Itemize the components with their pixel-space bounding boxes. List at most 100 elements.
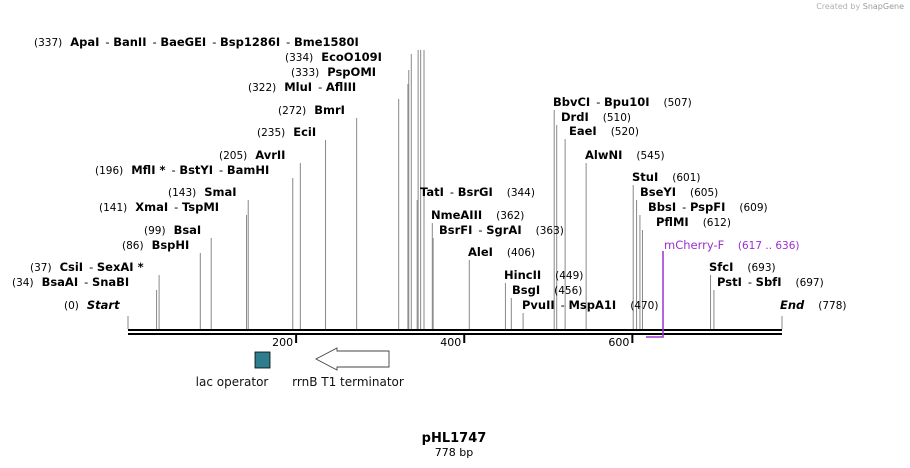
site-position: (601) <box>672 172 700 184</box>
feature-rrnb-terminator[interactable]: rrnB T1 terminator <box>292 347 404 389</box>
enzyme-site[interactable]: (322) MluI - AflIII <box>248 80 356 94</box>
svg-text:(99)BsaI: (99) BsaI <box>144 223 201 237</box>
enzyme-name: BaeGEI <box>160 35 206 49</box>
site-position: (609) <box>739 202 767 214</box>
site-position: (545) <box>636 150 664 162</box>
svg-text:(333)PspOMI: (333) PspOMI <box>291 65 376 79</box>
primer-arrow <box>646 251 664 338</box>
svg-text:(34)BsaAI- SnaBI: (34) BsaAI - SnaBI <box>12 275 129 289</box>
enzyme-name: Bpu10I <box>604 95 649 109</box>
enzyme-name: Bme1580I <box>294 35 359 49</box>
svg-text:BsrFI- SgrAI(363): BsrFI - SgrAI (363) <box>439 223 564 237</box>
enzyme-name: BsgI <box>512 283 540 297</box>
enzyme-name: End <box>780 298 805 312</box>
enzyme-name: AlwNI <box>585 148 622 162</box>
feature-lac-operator[interactable]: lac operator <box>196 351 271 389</box>
enzyme-site[interactable]: (272) BmrI <box>278 103 345 117</box>
enzyme-site[interactable]: NmeAIII (362) <box>431 208 524 222</box>
enzyme-name: BstYI <box>179 163 213 177</box>
enzyme-site[interactable]: BseYI (605) <box>640 185 718 199</box>
site-position: (337) <box>34 37 62 49</box>
enzyme-site[interactable]: EaeI (520) <box>569 124 639 138</box>
enzyme-site[interactable]: (143) SmaI <box>168 185 237 199</box>
plasmid-name: pHL1747 <box>422 431 487 446</box>
enzyme-name: ApaI <box>70 35 99 49</box>
enzyme-site[interactable]: (37) CsiI - SexAI * <box>30 260 144 274</box>
svg-text:(86)BspHI: (86) BspHI <box>122 238 189 252</box>
enzyme-site[interactable]: (205) AvrII <box>219 148 285 162</box>
enzyme-site[interactable]: StuI (601) <box>632 170 700 184</box>
enzyme-site[interactable]: BbsI - PspFI (609) <box>648 200 768 214</box>
enzyme-site[interactable]: (0) Start <box>64 298 120 312</box>
enzyme-name: PspFI <box>690 200 725 214</box>
primer-mcherry-f[interactable]: mCherry-F (617 .. 636) <box>646 238 800 338</box>
site-position: (520) <box>611 126 639 138</box>
enzyme-name: EcoO109I <box>321 50 382 64</box>
enzyme-site[interactable]: AleI (406) <box>468 245 535 259</box>
credit-brand: SnapGene <box>862 2 904 11</box>
svg-text:(337)ApaI- BanII- BaeGEI- Bsp1: (337) ApaI - BanII - BaeGEI - Bsp1286I - Bme1… <box>34 35 359 49</box>
svg-text:(322)MluI- AflIII: (322) MluI - AflIII <box>248 80 356 94</box>
enzyme-site[interactable]: (334) EcoO109I <box>285 50 382 64</box>
svg-text:DrdI(510): DrdI (510) <box>561 110 631 124</box>
enzyme-name: BbsI <box>648 200 676 214</box>
enzyme-site[interactable]: (235) EciI <box>257 125 316 139</box>
enzyme-site[interactable]: (337) ApaI - BanII - BaeGEI - Bsp1286I - Bme1… <box>34 35 359 49</box>
scale-tick-label: 400 <box>440 336 461 349</box>
enzyme-site[interactable]: (141) XmaI - TspMI <box>99 200 219 214</box>
site-position: (406) <box>507 247 535 259</box>
svg-text:SfcI(693): SfcI (693) <box>709 260 776 274</box>
enzyme-site[interactable]: (86) BspHI <box>122 238 189 252</box>
enzyme-name: BamHI <box>227 163 269 177</box>
enzyme-site[interactable]: BsrFI - SgrAI (363) <box>439 223 564 237</box>
enzyme-site[interactable]: BsgI (456) <box>512 283 582 297</box>
enzyme-name: BsrFI <box>439 223 472 237</box>
enzyme-name: StuI <box>632 170 658 184</box>
terminator-label: rrnB T1 terminator <box>292 375 404 389</box>
site-position: (333) <box>291 67 319 79</box>
svg-text:AleI(406): AleI (406) <box>468 245 535 259</box>
enzyme-name: SexAI * <box>97 260 144 274</box>
scale-ticks: 200 400 600 <box>272 335 634 349</box>
enzyme-site[interactable]: BbvCI - Bpu10I (507) <box>553 95 692 109</box>
enzyme-site[interactable]: (196) MflI * - BstYI - BamHI <box>95 163 269 177</box>
site-position: (612) <box>703 217 731 229</box>
enzyme-site[interactable]: (34) BsaAI - SnaBI <box>12 275 129 289</box>
enzyme-name: BseYI <box>640 185 676 199</box>
enzyme-name: BsaI <box>174 223 202 237</box>
svg-text:BbsI- PspFI(609): BbsI - PspFI (609) <box>648 200 768 214</box>
enzyme-name: HincII <box>504 268 541 282</box>
primer-name: mCherry-F <box>664 238 724 252</box>
svg-text:TatI- BsrGI(344): TatI - BsrGI (344) <box>420 185 535 199</box>
site-position: (0) <box>64 300 79 312</box>
enzyme-name: BmrI <box>314 103 345 117</box>
enzyme-site[interactable]: TatI - BsrGI (344) <box>420 185 535 199</box>
svg-text:StuI(601): StuI (601) <box>632 170 700 184</box>
enzyme-site[interactable]: DrdI (510) <box>561 110 631 124</box>
enzyme-site[interactable]: (99) BsaI <box>144 223 201 237</box>
svg-text:(143)SmaI: (143) SmaI <box>168 185 237 199</box>
enzyme-site[interactable]: PflMI (612) <box>656 215 731 229</box>
enzyme-site[interactable]: SfcI (693) <box>709 260 776 274</box>
enzyme-site[interactable]: (333) PspOMI <box>291 65 376 79</box>
enzyme-name: AleI <box>468 245 493 259</box>
site-position: (693) <box>747 262 775 274</box>
site-position: (205) <box>219 150 247 162</box>
enzyme-name: AflIII <box>326 80 356 94</box>
enzyme-site[interactable]: AlwNI (545) <box>585 148 665 162</box>
enzyme-site[interactable]: PvuII - MspA1I (470) <box>522 298 658 312</box>
enzyme-site[interactable]: HincII (449) <box>504 268 583 282</box>
site-position: (470) <box>630 300 658 312</box>
scale-tick-label: 600 <box>608 336 629 349</box>
svg-text:PvuII- MspA1I(470): PvuII - MspA1I (470) <box>522 298 658 312</box>
enzyme-site[interactable]: PstI - SbfI (697) <box>717 275 824 289</box>
lac-operator-box <box>254 351 271 369</box>
enzyme-name: SfcI <box>709 260 733 274</box>
site-position: (344) <box>507 187 535 199</box>
svg-text:NmeAIII(362): NmeAIII (362) <box>431 208 524 222</box>
site-position: (37) <box>30 262 52 274</box>
enzyme-name: PvuII <box>522 298 555 312</box>
enzyme-site[interactable]: End (778) <box>780 298 847 312</box>
snapgene-credit: Created by SnapGene <box>816 2 904 11</box>
